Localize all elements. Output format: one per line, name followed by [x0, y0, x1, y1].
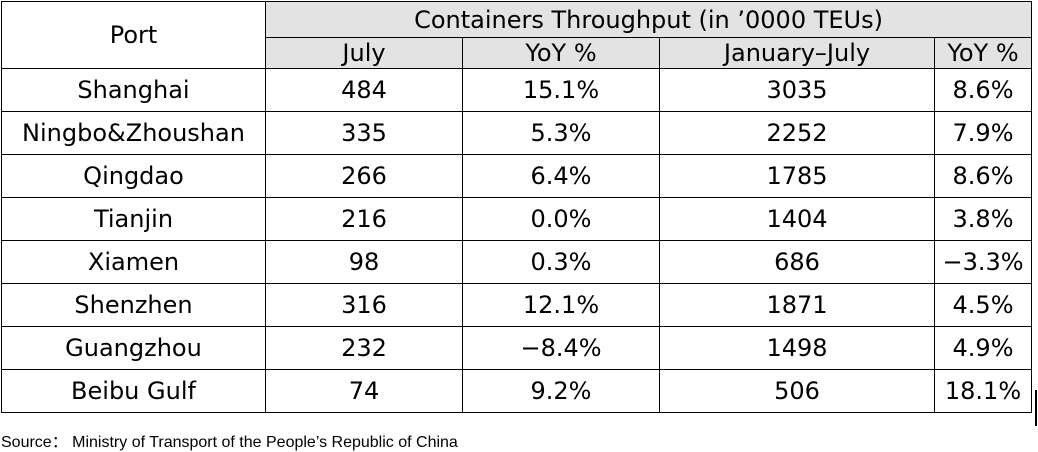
- cell-jan-jul-yoy: 4.5%: [933, 283, 1033, 327]
- source-note: Source： Ministry of Transport of the Peo…: [1, 434, 458, 451]
- port-column-header: Port: [1, 1, 266, 69]
- cell-jan-jul-yoy: −3.3%: [933, 240, 1033, 284]
- cell-july: 266: [265, 154, 463, 198]
- table-row: Ningbo&Zhoushan 335 5.3% 2252 7.9%: [1, 111, 1033, 155]
- table-row: Beibu Gulf 74 9.2% 506 18.1%: [1, 369, 1033, 413]
- cell-port: Shenzhen: [1, 283, 266, 327]
- cell-jan-jul: 2252: [659, 111, 935, 155]
- cell-port: Beibu Gulf: [1, 369, 266, 413]
- cell-july-yoy: 9.2%: [462, 369, 660, 413]
- table-row: Qingdao 266 6.4% 1785 8.6%: [1, 154, 1033, 198]
- table-body: Shanghai 484 15.1% 3035 8.6% Ningbo&Zhoushan 3…: [1, 68, 1033, 413]
- cell-port: Ningbo&Zhoushan: [1, 111, 266, 155]
- cell-jan-jul: 1404: [659, 197, 935, 241]
- cell-jan-jul: 1871: [659, 283, 935, 327]
- table-row: Tianjin 216 0.0% 1404 3.8%: [1, 197, 1033, 241]
- cell-port: Xiamen: [1, 240, 266, 284]
- cell-jan-jul: 686: [659, 240, 935, 284]
- cell-port: Guangzhou: [1, 326, 266, 370]
- cell-july-yoy: 6.4%: [462, 154, 660, 198]
- edge-bar-mark: [1035, 390, 1037, 426]
- cell-july: 335: [265, 111, 463, 155]
- cell-jan-jul-yoy: 7.9%: [933, 111, 1033, 155]
- cell-jan-jul-yoy: 8.6%: [933, 154, 1033, 198]
- header-row-2: July YoY % January–July YoY %: [2, 37, 1033, 69]
- cell-jan-jul-yoy: 18.1%: [933, 369, 1033, 413]
- table-row: Xiamen 98 0.3% 686 −3.3%: [1, 240, 1033, 284]
- table-row: Shanghai 484 15.1% 3035 8.6%: [1, 68, 1033, 112]
- cell-july: 316: [265, 283, 463, 327]
- column-header-july-yoy: YoY %: [462, 37, 660, 69]
- table-row: Shenzhen 316 12.1% 1871 4.5%: [1, 283, 1033, 327]
- cell-jan-jul-yoy: 8.6%: [933, 68, 1033, 112]
- cell-july: 74: [265, 369, 463, 413]
- cell-port: Qingdao: [1, 154, 266, 198]
- cell-july-yoy: 0.0%: [462, 197, 660, 241]
- cell-july: 216: [265, 197, 463, 241]
- cell-july-yoy: 12.1%: [462, 283, 660, 327]
- cell-port: Shanghai: [1, 68, 266, 112]
- throughput-table: Port Containers Throughput (in ’0000 TEU…: [1, 1, 1033, 413]
- cell-july: 484: [265, 68, 463, 112]
- cell-jan-jul-yoy: 4.9%: [933, 326, 1033, 370]
- column-header-july: July: [265, 37, 463, 69]
- cell-jan-jul: 1498: [659, 326, 935, 370]
- cell-jan-jul-yoy: 3.8%: [933, 197, 1033, 241]
- cell-jan-jul: 3035: [659, 68, 935, 112]
- cell-july: 98: [265, 240, 463, 284]
- cell-july-yoy: 0.3%: [462, 240, 660, 284]
- cell-port: Tianjin: [1, 197, 266, 241]
- throughput-group-header: Containers Throughput (in ’0000 TEUs): [264, 1, 1033, 38]
- cell-jan-jul: 506: [659, 369, 935, 413]
- cell-july: 232: [265, 326, 463, 370]
- cell-july-yoy: 15.1%: [462, 68, 660, 112]
- column-header-jan-jul: January–July: [659, 37, 935, 69]
- table-row: Guangzhou 232 −8.4% 1498 4.9%: [1, 326, 1033, 370]
- cell-jan-jul: 1785: [659, 154, 935, 198]
- cell-july-yoy: −8.4%: [462, 326, 660, 370]
- cell-july-yoy: 5.3%: [462, 111, 660, 155]
- header-row-1: Port Containers Throughput (in ’0000 TEU…: [1, 1, 1033, 69]
- column-header-jan-jul-yoy: YoY %: [933, 37, 1033, 69]
